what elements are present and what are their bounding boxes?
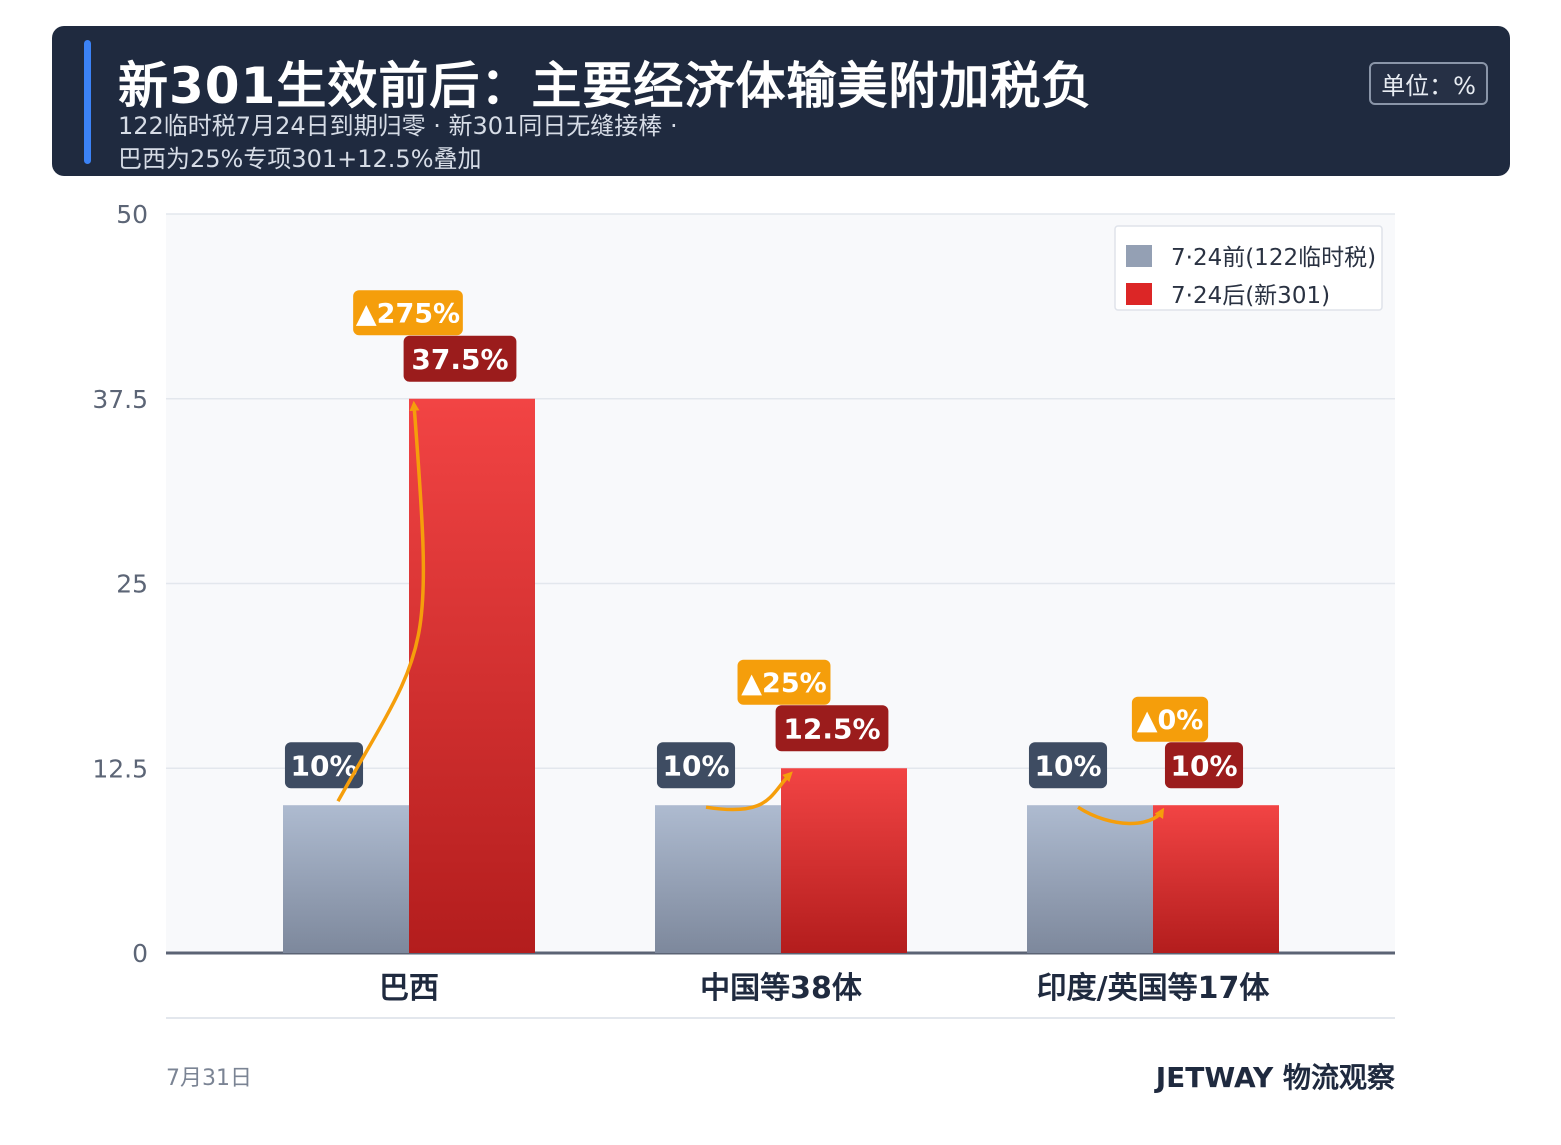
legend-box bbox=[1114, 225, 1383, 311]
change-badge-bg bbox=[353, 290, 463, 336]
change-arrow bbox=[705, 771, 793, 812]
data-label-before-bg bbox=[656, 742, 736, 789]
change-arrow bbox=[336, 400, 426, 803]
data-label-before-bg bbox=[284, 742, 364, 789]
page-title: 新301生效前后：主要经济体输美附加税负 bbox=[118, 57, 1093, 115]
change-arrow bbox=[1077, 805, 1165, 826]
data-label-before: 10% bbox=[662, 749, 729, 782]
data-label-before: 10% bbox=[290, 749, 357, 782]
data-label-before: 10% bbox=[1034, 749, 1101, 782]
change-badge: ▲25% bbox=[741, 668, 826, 699]
y-tick-label: 0 bbox=[132, 939, 148, 968]
y-tick-label: 50 bbox=[116, 200, 148, 229]
y-tick-label: 12.5 bbox=[92, 754, 148, 783]
y-tick-label: 37.5 bbox=[92, 385, 148, 414]
header-banner: 新301生效前后：主要经济体输美附加税负 122临时税7月24日到期归零 · 新… bbox=[52, 26, 1510, 176]
data-label-before-bg bbox=[1028, 742, 1108, 789]
y-tick-label: 25 bbox=[116, 570, 148, 599]
subtitle-line-2: 巴西为25%专项301+12.5%叠加 bbox=[118, 145, 482, 173]
data-label-after: 10% bbox=[1170, 749, 1237, 782]
x-category-label: 印度/英国等17体 bbox=[1037, 971, 1271, 1006]
change-badge: ▲0% bbox=[1137, 705, 1204, 736]
bar-after bbox=[1153, 805, 1279, 953]
legend-swatch bbox=[1126, 245, 1152, 267]
x-category-label: 中国等38体 bbox=[700, 971, 863, 1006]
bar-after bbox=[409, 398, 535, 953]
change-badge: ▲275% bbox=[356, 298, 460, 329]
unit-badge: 单位：% bbox=[1369, 62, 1488, 105]
change-badge-bg bbox=[737, 659, 831, 705]
bar-before bbox=[655, 805, 781, 953]
legend-swatch bbox=[1126, 283, 1152, 305]
subtitle-line-1: 122临时税7月24日到期归零 · 新301同日无缝接棒 · bbox=[118, 112, 678, 140]
change-badge-bg bbox=[1131, 696, 1209, 742]
footer-brand: JETWAY 物流观察 bbox=[1155, 1061, 1395, 1094]
data-label-after-bg bbox=[775, 705, 889, 752]
data-label-after: 37.5% bbox=[411, 343, 508, 376]
x-category-label: 巴西 bbox=[379, 971, 439, 1006]
page-subtitle: 122临时税7月24日到期归零 · 新301同日无缝接棒 · 巴西为25%专项3… bbox=[118, 110, 678, 176]
legend-label: 7·24前(122临时税) bbox=[1171, 245, 1376, 271]
legend-label: 7·24后(新301) bbox=[1171, 283, 1330, 309]
accent-bar bbox=[84, 40, 91, 164]
footer-date: 7月31日 bbox=[166, 1066, 252, 1091]
bar-before bbox=[1027, 805, 1153, 953]
bar-before bbox=[283, 805, 409, 953]
data-label-after: 12.5% bbox=[783, 712, 880, 745]
bar-after bbox=[781, 768, 907, 953]
data-label-after-bg bbox=[403, 335, 517, 382]
data-label-after-bg bbox=[1164, 742, 1244, 789]
